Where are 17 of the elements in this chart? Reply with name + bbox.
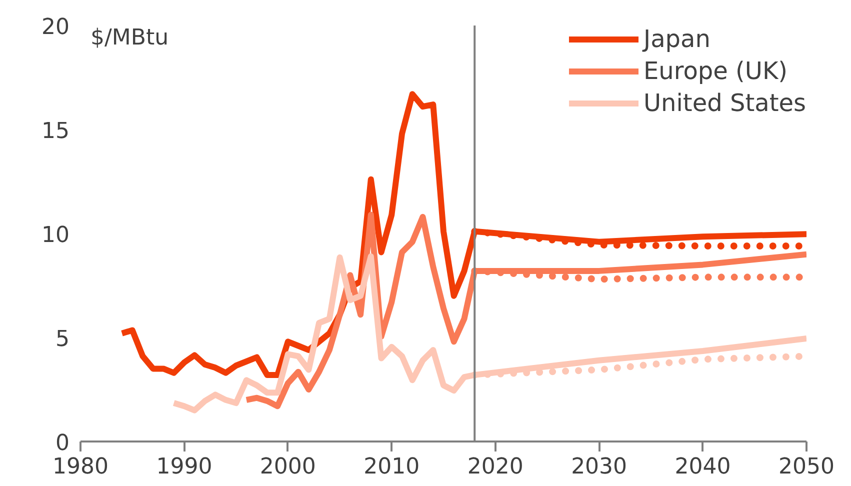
x-tick-label: 1980 bbox=[52, 454, 109, 480]
y-tick-label: 10 bbox=[42, 223, 70, 248]
y-tick-label: 15 bbox=[42, 119, 70, 144]
y-tick-label: 5 bbox=[56, 327, 70, 352]
x-tick-label: 2040 bbox=[674, 454, 731, 480]
y-tick-label: 20 bbox=[42, 15, 70, 40]
x-tick-label: 2020 bbox=[467, 454, 524, 480]
x-tick-label: 2030 bbox=[571, 454, 628, 480]
y-axis-title: $/MBtu bbox=[90, 26, 169, 50]
legend-label: Japan bbox=[643, 25, 710, 53]
y-tick-label: 0 bbox=[56, 431, 70, 456]
x-tick-label: 1990 bbox=[156, 454, 212, 480]
legend-label: Europe (UK) bbox=[643, 57, 788, 85]
x-tick-label: 2010 bbox=[364, 454, 420, 480]
x-tick-label: 2050 bbox=[778, 454, 835, 480]
x-tick-label: 2000 bbox=[260, 454, 316, 480]
legend-label: United States bbox=[643, 89, 806, 117]
